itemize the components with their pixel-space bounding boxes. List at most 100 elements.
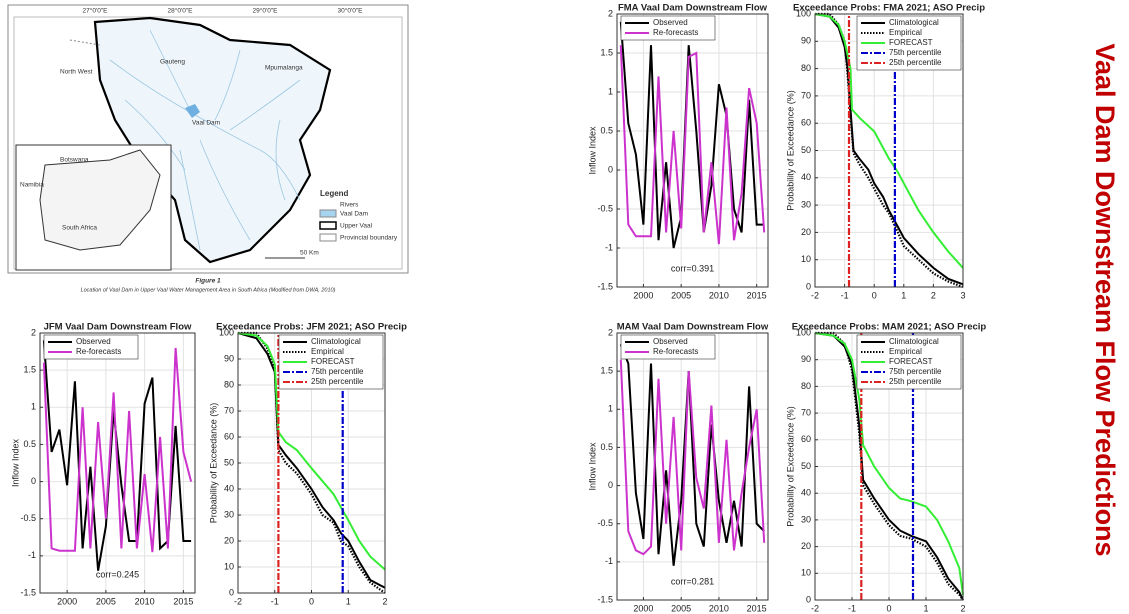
legend-label: Re-forecasts (653, 347, 698, 356)
legend-label: 75th percentile (889, 367, 942, 376)
plot-frame (237, 332, 386, 594)
y-tick-label: 60 (801, 118, 811, 128)
legend-swatch (319, 233, 337, 242)
y-tick-label: 0.5 (600, 125, 613, 135)
figure-title: Figure 1 (195, 278, 221, 285)
annotation: corr=0.281 (671, 576, 714, 586)
legend-swatch (319, 221, 337, 230)
y-axis-label: Probability of Exceedance (%) (208, 403, 218, 524)
x-tick-label: 1 (901, 290, 906, 300)
map-legend-item: Provincial boundary (340, 235, 398, 242)
series-line (619, 45, 766, 245)
x-tick-label: 2005 (671, 603, 691, 613)
y-tick-label: 90 (801, 354, 811, 364)
y-tick-label: -1 (28, 550, 36, 560)
x-tick-label: 2005 (671, 290, 691, 300)
y-tick-label: 20 (801, 227, 811, 237)
legend-label: 25th percentile (889, 58, 942, 67)
chart-title: Exceedance Probs: FMA 2021; ASO Precip (793, 3, 985, 14)
y-tick-label: -1 (605, 556, 613, 566)
y-tick-label: 0 (806, 594, 811, 604)
legend-label: Empirical (311, 347, 344, 356)
legend-label: Observed (653, 18, 688, 27)
x-tick-label: 0 (309, 596, 314, 606)
x-tick-label: 0 (872, 290, 877, 300)
map-legend-item: Upper Vaal (340, 223, 373, 230)
legend-box (620, 334, 716, 360)
series-line (237, 332, 386, 589)
x-tick-label: 2015 (173, 596, 193, 606)
series-line (814, 332, 964, 595)
x-tick-label: 2005 (96, 596, 116, 606)
lon-label: 30°0'0"E (338, 7, 364, 15)
y-tick-label: 2 (608, 8, 613, 18)
series-line (237, 332, 386, 571)
lon-label: 27°0'0"E (83, 7, 109, 15)
series-line (42, 347, 193, 553)
x-tick-label: 2015 (747, 290, 767, 300)
x-tick-label: 2 (931, 290, 936, 300)
inset-label: Botswana (60, 157, 89, 164)
map: 27°0'0"E 28°0'0"E 29°0'0"E 30°0'0"E Nort… (7, 4, 409, 293)
y-tick-label: 70 (224, 405, 234, 415)
y-tick-label: 0 (608, 480, 613, 490)
y-tick-label: 2 (608, 327, 613, 337)
legend-label: Empirical (889, 28, 922, 37)
region-label: Vaal Dam (192, 120, 220, 127)
y-tick-label: 90 (801, 36, 811, 46)
x-tick-label: 2010 (135, 596, 155, 606)
scale-label: 50 Km (300, 250, 319, 257)
y-tick-label: 100 (219, 327, 234, 337)
figure-caption: Location of Vaal Dam in Upper Vaal Water… (81, 287, 336, 293)
x-tick-label: 2010 (709, 290, 729, 300)
y-tick-label: -0.5 (597, 203, 613, 213)
legend-box (43, 334, 139, 360)
y-tick-label: 10 (224, 561, 234, 571)
series-line (619, 359, 766, 556)
x-tick-label: 2000 (57, 596, 77, 606)
legend-swatch (319, 209, 337, 218)
x-tick-label: 2000 (633, 290, 653, 300)
legend-label: Observed (76, 337, 111, 346)
x-tick-label: 2000 (633, 603, 653, 613)
chart-title: Exceedance Probs: JFM 2021; ASO Precip (216, 322, 407, 333)
x-tick-label: -2 (811, 603, 819, 613)
legend-label: 25th percentile (311, 377, 364, 386)
y-tick-label: -1.5 (597, 281, 613, 291)
rivers (109, 29, 301, 251)
y-tick-label: 0.5 (600, 442, 613, 452)
y-tick-label: 50 (224, 457, 234, 467)
y-tick-label: 1 (608, 86, 613, 96)
series-line (238, 331, 386, 594)
x-tick-label: 3 (960, 290, 965, 300)
y-tick-label: 80 (801, 381, 811, 391)
y-axis-label: Inflow Index (587, 442, 597, 491)
y-tick-label: 60 (801, 434, 811, 444)
y-tick-label: 0 (608, 164, 613, 174)
y-tick-label: 40 (801, 172, 811, 182)
y-tick-label: -0.5 (20, 513, 36, 523)
x-tick-label: -1 (271, 596, 279, 606)
legend-label: Re-forecasts (76, 347, 121, 356)
region-label: Mpumalanga (265, 65, 303, 72)
y-tick-label: 0 (806, 281, 811, 291)
x-tick-label: 2 (960, 603, 965, 613)
chart: -1.5 -1 -0.5 0 0.5 1 1.5 2 2000 2005 2010 2015 MAM V… (587, 322, 768, 614)
vaal-dam-shape (185, 104, 200, 118)
plot-frame (814, 332, 964, 601)
x-tick-label: 1 (923, 603, 928, 613)
plot-frame (39, 332, 196, 594)
y-tick-label: 30 (224, 509, 234, 519)
y-tick-label: 60 (224, 431, 234, 441)
y-axis-label: Inflow Index (587, 126, 597, 175)
map-legend-item: Rivers (340, 202, 359, 209)
province-line (69, 39, 101, 46)
x-tick-label: -1 (848, 603, 856, 613)
y-tick-label: 20 (801, 541, 811, 551)
y-axis-label: Probability of Exceedance (%) (785, 90, 795, 211)
legend-label: Climatological (889, 18, 939, 27)
y-tick-label: 1.5 (600, 47, 613, 57)
y-tick-label: 2 (31, 327, 36, 337)
chart: 0 10 20 30 40 50 60 70 80 90 100 -2 -1 0 1 2 Exceedance … (785, 322, 986, 614)
y-tick-label: 1.5 (600, 366, 613, 376)
